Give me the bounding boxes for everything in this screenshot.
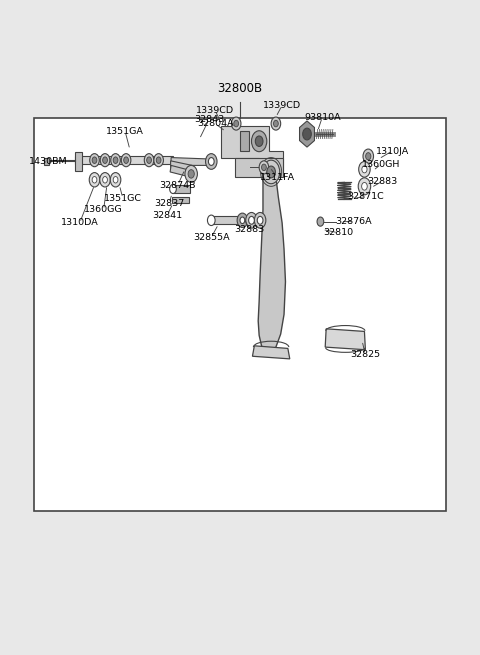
Circle shape xyxy=(237,213,248,227)
Circle shape xyxy=(121,154,131,167)
Text: 32837: 32837 xyxy=(154,199,184,208)
Circle shape xyxy=(113,177,118,183)
Polygon shape xyxy=(210,216,243,224)
Circle shape xyxy=(89,173,100,187)
Circle shape xyxy=(169,184,176,193)
Circle shape xyxy=(254,212,266,228)
Circle shape xyxy=(92,157,97,164)
Circle shape xyxy=(358,178,371,195)
Text: 32841: 32841 xyxy=(152,210,182,219)
Circle shape xyxy=(103,157,108,164)
Circle shape xyxy=(361,183,367,190)
Circle shape xyxy=(231,117,241,130)
Text: 32804A: 32804A xyxy=(197,119,233,128)
Polygon shape xyxy=(252,346,290,359)
Polygon shape xyxy=(258,171,286,352)
Circle shape xyxy=(154,154,163,167)
Circle shape xyxy=(188,170,194,178)
Circle shape xyxy=(362,166,367,173)
Polygon shape xyxy=(171,158,211,166)
Text: 32883: 32883 xyxy=(368,177,398,185)
Circle shape xyxy=(257,216,263,224)
Text: 1351GA: 1351GA xyxy=(106,127,144,136)
Circle shape xyxy=(208,158,214,166)
Circle shape xyxy=(156,157,161,164)
Circle shape xyxy=(255,136,263,147)
Polygon shape xyxy=(235,158,283,177)
Text: 32843: 32843 xyxy=(194,115,224,124)
Circle shape xyxy=(246,212,257,228)
Text: 1339CD: 1339CD xyxy=(263,101,301,110)
Circle shape xyxy=(144,154,154,167)
Circle shape xyxy=(205,154,217,170)
Polygon shape xyxy=(240,132,249,151)
Circle shape xyxy=(366,153,371,160)
Polygon shape xyxy=(75,157,173,164)
Text: 32855A: 32855A xyxy=(193,233,229,242)
Polygon shape xyxy=(172,196,189,203)
Circle shape xyxy=(100,154,110,167)
Text: 1360GH: 1360GH xyxy=(362,160,400,168)
Text: 1430BM: 1430BM xyxy=(29,157,68,166)
Circle shape xyxy=(92,177,97,183)
Text: 32871C: 32871C xyxy=(347,193,384,201)
Circle shape xyxy=(207,215,215,225)
Text: 1311FA: 1311FA xyxy=(260,173,295,181)
Circle shape xyxy=(240,217,245,223)
Polygon shape xyxy=(221,126,283,171)
Text: 32883: 32883 xyxy=(234,225,264,234)
Circle shape xyxy=(100,173,110,187)
Circle shape xyxy=(185,166,197,182)
Circle shape xyxy=(110,173,121,187)
Polygon shape xyxy=(44,158,48,166)
Polygon shape xyxy=(170,161,192,174)
Text: 32825: 32825 xyxy=(350,350,381,360)
Circle shape xyxy=(147,157,152,164)
Polygon shape xyxy=(300,121,314,147)
Circle shape xyxy=(359,162,370,177)
Polygon shape xyxy=(170,166,191,177)
Circle shape xyxy=(363,149,373,164)
Text: 1310DA: 1310DA xyxy=(61,218,98,227)
Circle shape xyxy=(271,117,281,130)
Text: 32810: 32810 xyxy=(323,228,353,237)
Text: 93810A: 93810A xyxy=(304,113,341,122)
Text: 1351GC: 1351GC xyxy=(104,194,142,202)
Text: 32874B: 32874B xyxy=(159,181,196,189)
Polygon shape xyxy=(75,153,82,171)
Polygon shape xyxy=(325,329,365,350)
Circle shape xyxy=(317,217,324,226)
Circle shape xyxy=(267,166,276,178)
Circle shape xyxy=(262,164,266,171)
Circle shape xyxy=(103,177,108,183)
Circle shape xyxy=(249,216,254,224)
Circle shape xyxy=(124,157,129,164)
Circle shape xyxy=(259,161,269,174)
Polygon shape xyxy=(172,185,190,193)
Text: 1360GG: 1360GG xyxy=(84,206,123,214)
Circle shape xyxy=(113,157,118,164)
Circle shape xyxy=(303,128,312,140)
Text: 32800B: 32800B xyxy=(217,83,263,96)
Circle shape xyxy=(234,121,239,127)
Text: 1339CD: 1339CD xyxy=(196,106,234,115)
FancyBboxPatch shape xyxy=(34,119,446,510)
Circle shape xyxy=(263,160,280,183)
Circle shape xyxy=(252,131,267,152)
Circle shape xyxy=(111,154,120,167)
Text: 1310JA: 1310JA xyxy=(375,147,409,155)
Circle shape xyxy=(274,121,278,127)
Circle shape xyxy=(90,154,99,167)
Text: 32876A: 32876A xyxy=(336,217,372,226)
